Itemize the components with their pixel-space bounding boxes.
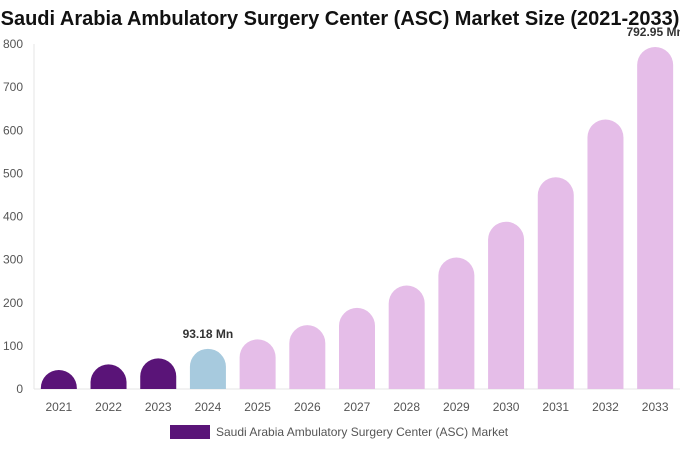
bar-2031[interactable]: [537, 177, 574, 389]
x-tick-label: 2023: [145, 400, 172, 414]
y-tick-label: 100: [3, 339, 23, 353]
x-tick-label: 2032: [592, 400, 619, 414]
bar-2029[interactable]: [438, 257, 475, 389]
y-tick-label: 500: [3, 166, 23, 180]
x-tick-label: 2031: [542, 400, 569, 414]
legend[interactable]: Saudi Arabia Ambulatory Surgery Center (…: [170, 425, 508, 439]
x-tick-label: 2033: [642, 400, 669, 414]
y-tick-label: 800: [3, 37, 23, 51]
chart-title: Saudi Arabia Ambulatory Surgery Center (…: [0, 8, 680, 30]
bar-2026[interactable]: [289, 325, 326, 389]
legend-swatch: [170, 425, 210, 439]
bar-2033[interactable]: [637, 47, 674, 389]
x-tick-label: 2029: [443, 400, 470, 414]
x-tick-label: 2027: [344, 400, 371, 414]
x-tick-label: 2024: [195, 400, 222, 414]
bar-2025[interactable]: [239, 339, 276, 389]
x-tick-label: 2025: [244, 400, 271, 414]
x-tick-label: 2021: [45, 400, 72, 414]
bar-2028[interactable]: [388, 285, 425, 390]
y-axis-ticks: 0 100 200 300 400 500 600 700 800: [3, 37, 23, 396]
data-label-2033: 792.95 Mn: [626, 25, 680, 39]
y-tick-label: 700: [3, 80, 23, 94]
y-tick-label: 600: [3, 123, 23, 137]
bar-2027[interactable]: [339, 307, 375, 389]
x-axis-ticks: 2021 2022 2023 2024 2025 2026 2027 2028 2029 2030…: [45, 400, 668, 414]
data-label-2024: 93.18 Mn: [183, 327, 234, 341]
y-tick-label: 0: [16, 382, 23, 396]
bar-2032[interactable]: [587, 119, 624, 389]
x-tick-label: 2030: [493, 400, 520, 414]
bars-group: [40, 47, 674, 390]
legend-label: Saudi Arabia Ambulatory Surgery Center (…: [216, 425, 509, 439]
x-tick-label: 2022: [95, 400, 122, 414]
y-tick-label: 200: [3, 296, 23, 310]
x-tick-label: 2026: [294, 400, 321, 414]
bar-2021[interactable]: [40, 370, 77, 389]
x-tick-label: 2028: [393, 400, 420, 414]
y-tick-label: 400: [3, 210, 23, 224]
y-tick-label: 300: [3, 253, 23, 267]
bar-2023[interactable]: [140, 358, 177, 389]
data-labels-group: 93.18 Mn 792.95 Mn: [183, 25, 680, 341]
bar-2022[interactable]: [90, 364, 127, 389]
bar-2030[interactable]: [488, 221, 525, 389]
bar-2024[interactable]: [189, 348, 226, 389]
